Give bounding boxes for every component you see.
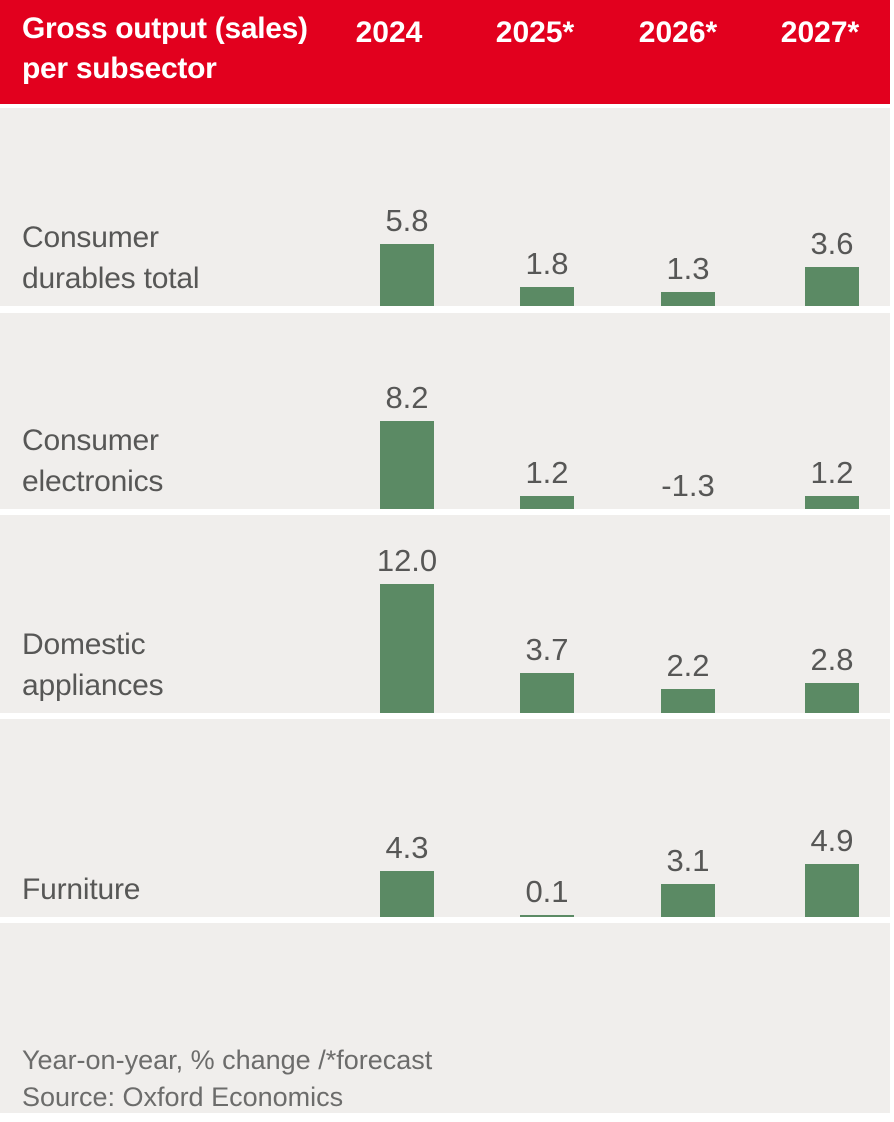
bar-value: 2.8 (810, 642, 854, 677)
column-header-2026: 2026* (638, 16, 718, 49)
row-label: Furniture (22, 873, 141, 906)
bar-value: 1.2 (525, 455, 569, 490)
footer-band (0, 923, 890, 1113)
bar (805, 864, 859, 917)
bar-value: -1.3 (661, 468, 715, 503)
bar-value: 3.6 (810, 226, 854, 261)
bar-value: 1.2 (810, 455, 854, 490)
chart-title-line2: per subsector (22, 52, 217, 85)
bar (520, 287, 574, 306)
bar (661, 292, 715, 306)
chart-header: Gross output (sales) per subsector 2024 2… (0, 0, 890, 104)
bar-value: 5.8 (385, 203, 429, 238)
chart-title: Gross output (sales) per subsector (22, 9, 308, 89)
bar (380, 244, 434, 306)
bar-value: 1.3 (666, 251, 710, 286)
row-band (0, 313, 890, 509)
bar-value: 8.2 (385, 380, 429, 415)
chart-source: Source: Oxford Economics (22, 1082, 344, 1112)
bar-value: 3.1 (666, 843, 710, 878)
bar (520, 673, 574, 713)
row-band (0, 515, 890, 713)
chart-footnotes: Year-on-year, % change /*forecast Source… (22, 1042, 432, 1116)
column-header-2024: 2024 (355, 16, 423, 49)
bar (805, 267, 859, 306)
column-header-2027: 2027* (780, 16, 860, 49)
row-band (0, 719, 890, 917)
bar-value: 1.8 (525, 246, 569, 281)
bar (661, 689, 715, 713)
bar-value: 4.3 (385, 830, 429, 865)
bar (805, 496, 859, 509)
bar-value: 12.0 (376, 543, 438, 578)
row-label: Consumer electronics (22, 424, 164, 498)
row-band (0, 108, 890, 306)
bar (520, 915, 574, 917)
bar-value: 4.9 (810, 823, 854, 858)
row-label: Domestic appliances (22, 628, 164, 702)
row-label: Consumer durables total (22, 221, 200, 295)
bar (805, 683, 859, 713)
bar (661, 884, 715, 917)
column-header-2025: 2025* (495, 16, 575, 49)
bar-value: 2.2 (666, 648, 710, 683)
bar (380, 871, 434, 917)
bar (380, 584, 434, 713)
bar (520, 496, 574, 509)
bar-value: 0.1 (525, 874, 569, 909)
bar (380, 421, 434, 509)
chart-note: Year-on-year, % change /*forecast (22, 1045, 433, 1075)
chart-title-line1: Gross output (sales) (22, 12, 308, 45)
bar-value: 3.7 (525, 632, 569, 667)
